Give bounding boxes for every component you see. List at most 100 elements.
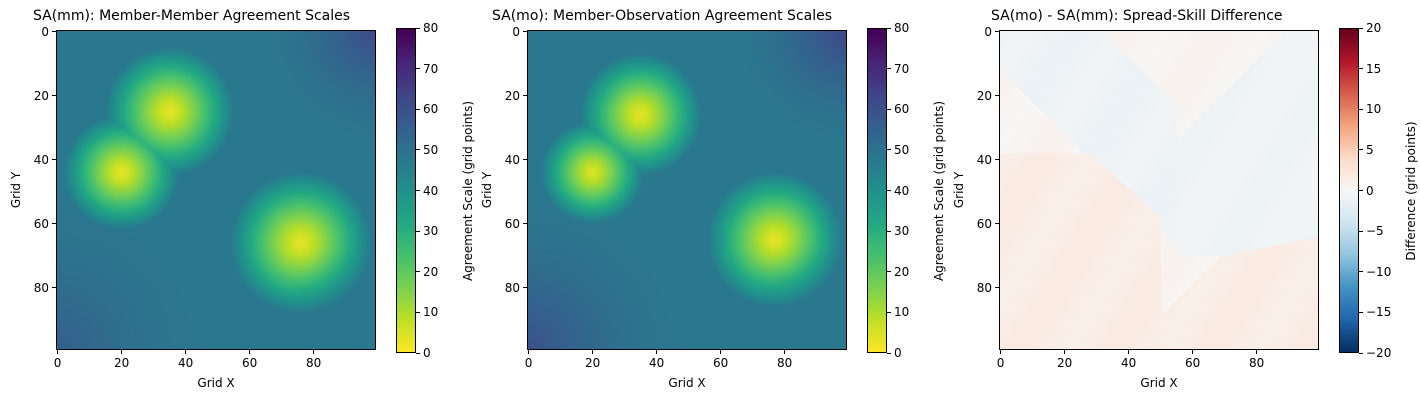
x-tick-mark [784,350,786,354]
y-tick-mark [523,95,527,97]
x-tick-mark [313,350,315,354]
y-tick-label: 0 [41,24,49,39]
x-tick-mark [528,350,530,354]
colorbar-tick-mark [887,149,891,151]
y-tick-label: 60 [504,216,520,231]
x-tick-mark [592,350,594,354]
chart-title: SA(mm): Member-Member Agreement Scales [33,8,351,24]
colorbar [1339,28,1359,353]
colorbar-label: Agreement Scale (grid points) [461,100,475,281]
colorbar-tick-mark [887,271,891,273]
heatmap-plot [999,30,1319,350]
x-tick-mark [1064,350,1066,354]
x-tick-label: 20 [584,356,601,370]
colorbar-tick-mark [1359,108,1363,110]
colorbar-label: Difference (grid points) [1404,120,1418,261]
y-tick-label: 20 [504,88,520,103]
colorbar-tick-mark [1359,149,1363,151]
y-tick-mark [52,95,56,97]
x-tick-label: 80 [305,356,322,370]
colorbar-tick-mark [416,352,420,354]
chart-title: SA(mo): Member-Observation Agreement Sca… [492,8,833,24]
colorbar-tick-label: 50 [894,142,910,157]
y-tick-label: 20 [976,88,992,103]
colorbar-tick-label: −5 [1366,224,1384,239]
x-tick-mark [720,350,722,354]
x-tick-label: 0 [996,356,1005,370]
colorbar-tick-mark [1359,352,1363,354]
y-axis-label: Grid Y [952,171,966,209]
y-tick-mark [52,287,56,289]
colorbar-tick-label: 30 [423,224,439,239]
y-tick-mark [995,287,999,289]
colorbar-tick-mark [416,27,420,29]
x-tick-label: 60 [712,356,729,370]
colorbar-tick-mark [416,311,420,313]
x-tick-label: 20 [113,356,130,370]
colorbar-tick-mark [416,230,420,232]
colorbar-label: Agreement Scale (grid points) [932,100,946,281]
y-tick-label: 40 [504,152,520,167]
colorbar-tick-label: 15 [1366,61,1382,76]
x-tick-label: 0 [524,356,533,370]
x-axis-label: Grid X [197,376,235,390]
colorbar-tick-mark [1359,230,1363,232]
y-tick-mark [995,31,999,33]
colorbar-tick-label: 0 [423,346,431,360]
y-tick-label: 40 [976,152,992,167]
colorbar-tick-mark [887,68,891,70]
x-tick-mark [1000,350,1002,354]
x-tick-label: 80 [1248,356,1265,370]
colorbar-tick-mark [887,108,891,110]
y-tick-label: 60 [33,216,49,231]
chart-title: SA(mo) - SA(mm): Spread-Skill Difference [991,8,1283,24]
colorbar-tick-label: 70 [894,61,910,76]
colorbar-tick-label: −15 [1366,305,1392,320]
colorbar-tick-label: 0 [894,346,902,360]
x-tick-mark [1192,350,1194,354]
colorbar-tick-label: 70 [423,61,439,76]
heatmap-plot [527,30,847,350]
y-tick-mark [523,223,527,225]
colorbar-tick-mark [416,271,420,273]
colorbar [867,28,887,353]
colorbar-tick-label: 80 [894,21,910,35]
x-tick-label: 40 [177,356,194,370]
colorbar-tick-label: 10 [894,305,910,320]
colorbar-tick-mark [416,190,420,191]
y-tick-mark [52,31,56,33]
colorbar-tick-mark [416,149,420,151]
colorbar-tick-mark [416,108,420,110]
colorbar-tick-mark [887,352,891,354]
colorbar-tick-label: 20 [1366,21,1382,35]
x-tick-label: 60 [1184,356,1201,370]
colorbar-tick-label: 60 [423,102,439,117]
x-tick-label: 40 [1120,356,1137,370]
colorbar-tick-mark [887,27,891,29]
y-tick-mark [995,95,999,97]
colorbar-tick-mark [887,230,891,232]
x-tick-mark [1128,350,1130,354]
y-tick-mark [52,223,56,225]
colorbar-tick-mark [1359,311,1363,313]
x-tick-label: 40 [648,356,665,370]
y-tick-mark [523,159,527,161]
y-tick-mark [523,287,527,289]
colorbar-tick-mark [887,311,891,313]
x-tick-label: 0 [53,356,62,370]
colorbar-tick-mark [887,190,891,191]
colorbar-tick-label: 40 [423,183,439,198]
y-tick-label: 0 [984,24,992,39]
y-axis-label: Grid Y [9,171,23,209]
y-tick-label: 20 [33,88,49,103]
y-tick-label: 40 [33,152,49,167]
y-axis-label: Grid Y [480,171,494,209]
colorbar-tick-label: 20 [894,264,910,279]
colorbar-tick-label: 40 [894,183,910,198]
colorbar-tick-mark [1359,271,1363,273]
y-tick-label: 80 [33,280,49,295]
colorbar-tick-label: −20 [1366,346,1392,360]
x-tick-mark [57,350,59,354]
colorbar-tick-label: 50 [423,142,439,157]
colorbar-tick-label: −10 [1366,264,1392,279]
